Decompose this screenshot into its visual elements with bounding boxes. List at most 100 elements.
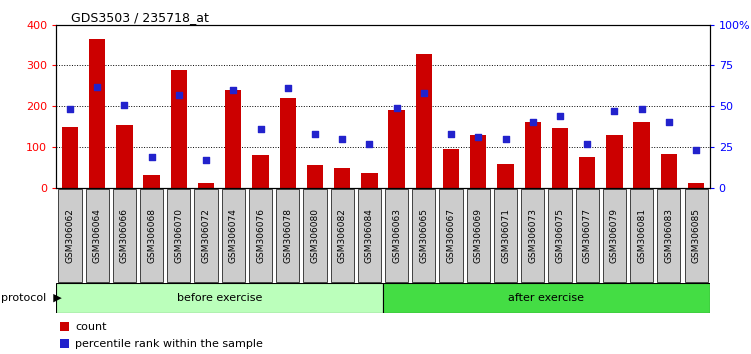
Text: GSM306068: GSM306068 [147,208,156,263]
Point [363,141,376,147]
Text: GSM306084: GSM306084 [365,208,374,263]
Bar [579,157,596,188]
FancyBboxPatch shape [575,189,599,282]
Text: GSM306072: GSM306072 [201,208,210,263]
Point [282,85,294,91]
Point [499,136,511,142]
Bar [361,173,378,188]
Bar [252,155,269,188]
Bar [170,70,187,188]
Bar [552,128,568,188]
Point [200,157,212,163]
Text: GSM306083: GSM306083 [665,208,674,263]
FancyBboxPatch shape [603,189,626,282]
FancyBboxPatch shape [330,189,354,282]
FancyBboxPatch shape [167,189,191,282]
Point [173,92,185,98]
FancyBboxPatch shape [383,283,710,313]
Point [336,136,348,142]
Point [418,90,430,96]
FancyBboxPatch shape [357,189,381,282]
Bar [416,54,432,188]
Point [472,134,484,140]
Bar [143,176,160,188]
Bar [89,39,105,188]
Text: GSM306075: GSM306075 [556,208,565,263]
Text: GSM306071: GSM306071 [501,208,510,263]
Bar [60,322,69,331]
FancyBboxPatch shape [86,189,109,282]
Bar [524,122,541,188]
Bar [225,90,241,188]
Text: percentile rank within the sample: percentile rank within the sample [75,339,263,349]
FancyBboxPatch shape [59,189,82,282]
Text: before exercise: before exercise [177,293,262,303]
Text: protocol  ▶: protocol ▶ [1,293,62,303]
Text: GSM306069: GSM306069 [474,208,483,263]
FancyBboxPatch shape [222,189,245,282]
Text: GSM306081: GSM306081 [637,208,646,263]
FancyBboxPatch shape [56,283,383,313]
FancyBboxPatch shape [276,189,300,282]
Bar [633,122,650,188]
Point [228,87,240,93]
FancyBboxPatch shape [548,189,572,282]
Text: count: count [75,322,107,332]
Text: GSM306062: GSM306062 [65,208,74,263]
Point [91,84,103,90]
FancyBboxPatch shape [684,189,707,282]
Point [64,107,76,112]
Point [690,147,702,153]
FancyBboxPatch shape [439,189,463,282]
Bar [388,110,405,188]
Point [663,120,675,125]
Text: GSM306078: GSM306078 [283,208,292,263]
Point [635,107,647,112]
Bar [334,169,350,188]
Point [391,105,403,111]
Text: GSM306066: GSM306066 [120,208,129,263]
Text: GSM306064: GSM306064 [92,208,101,263]
Point [526,120,538,125]
Text: GSM306079: GSM306079 [610,208,619,263]
Text: GSM306080: GSM306080 [310,208,319,263]
FancyBboxPatch shape [140,189,163,282]
FancyBboxPatch shape [195,189,218,282]
Text: GSM306070: GSM306070 [174,208,183,263]
Point [445,131,457,137]
Bar [306,165,323,188]
Text: after exercise: after exercise [508,293,584,303]
Point [146,154,158,160]
Point [581,141,593,147]
Text: GSM306073: GSM306073 [528,208,537,263]
Bar [661,154,677,188]
Bar [62,127,78,188]
Bar [688,183,704,188]
Text: GSM306076: GSM306076 [256,208,265,263]
Text: GSM306082: GSM306082 [338,208,347,263]
Text: GSM306085: GSM306085 [692,208,701,263]
Point [255,126,267,132]
FancyBboxPatch shape [113,189,136,282]
Bar [198,183,214,188]
FancyBboxPatch shape [303,189,327,282]
Bar [497,164,514,188]
Bar [60,339,69,348]
FancyBboxPatch shape [466,189,490,282]
Point [119,102,131,107]
Bar [606,135,623,188]
Point [554,113,566,119]
FancyBboxPatch shape [385,189,409,282]
Bar [116,125,132,188]
FancyBboxPatch shape [494,189,517,282]
Text: GDS3503 / 235718_at: GDS3503 / 235718_at [71,11,210,24]
Text: GSM306063: GSM306063 [392,208,401,263]
Bar [470,135,487,188]
FancyBboxPatch shape [412,189,436,282]
FancyBboxPatch shape [657,189,680,282]
Text: GSM306065: GSM306065 [419,208,428,263]
Point [608,108,620,114]
Bar [279,98,296,188]
Text: GSM306067: GSM306067 [447,208,456,263]
Text: GSM306074: GSM306074 [229,208,238,263]
